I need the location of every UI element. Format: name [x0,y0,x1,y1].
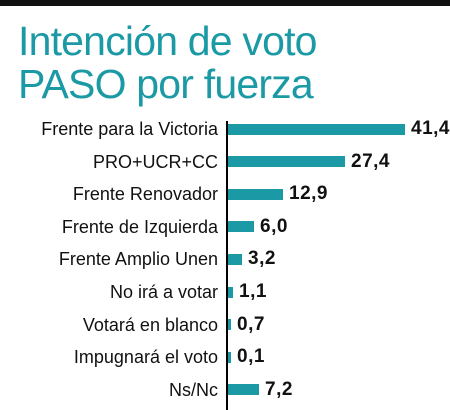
value-label: 41,4 [411,118,450,139]
chart-title: Intención de voto PASO por fuerza [18,20,438,106]
chart-title-line-1: Intención de voto [18,18,317,64]
category-label: Frente para la Victoria [41,119,218,139]
value-label: 6,0 [260,215,288,237]
top-border [0,0,450,6]
category-label: Frente Amplio Unen [58,249,218,270]
category-label: Ns/Nc [169,379,218,400]
category-axis-line [226,121,228,410]
bar [228,351,231,363]
value-label: 12,9 [289,183,328,205]
value-label: 27,4 [351,150,390,172]
category-label: Impugnará el voto [73,347,218,368]
chart-title-line-2: PASO por fuerza [18,61,314,107]
value-label: 0,1 [237,346,265,368]
bar [228,319,231,331]
bar [228,253,242,265]
category-label: Votará en blanco [82,314,218,335]
value-label: 3,2 [248,248,276,270]
bar [228,188,283,200]
value-label: 7,2 [265,378,293,400]
value-label: 0,7 [237,313,265,335]
category-label: No irá a votar [109,282,218,302]
bar [228,123,405,135]
bar [228,384,259,396]
value-label: 1,1 [239,281,267,302]
category-label: Frente Renovador [72,184,218,205]
bar [228,156,345,168]
bar [228,286,233,298]
category-label: Frente de Izquierda [61,216,218,237]
bar [228,221,254,233]
category-label: PRO+UCR+CC [92,151,218,172]
